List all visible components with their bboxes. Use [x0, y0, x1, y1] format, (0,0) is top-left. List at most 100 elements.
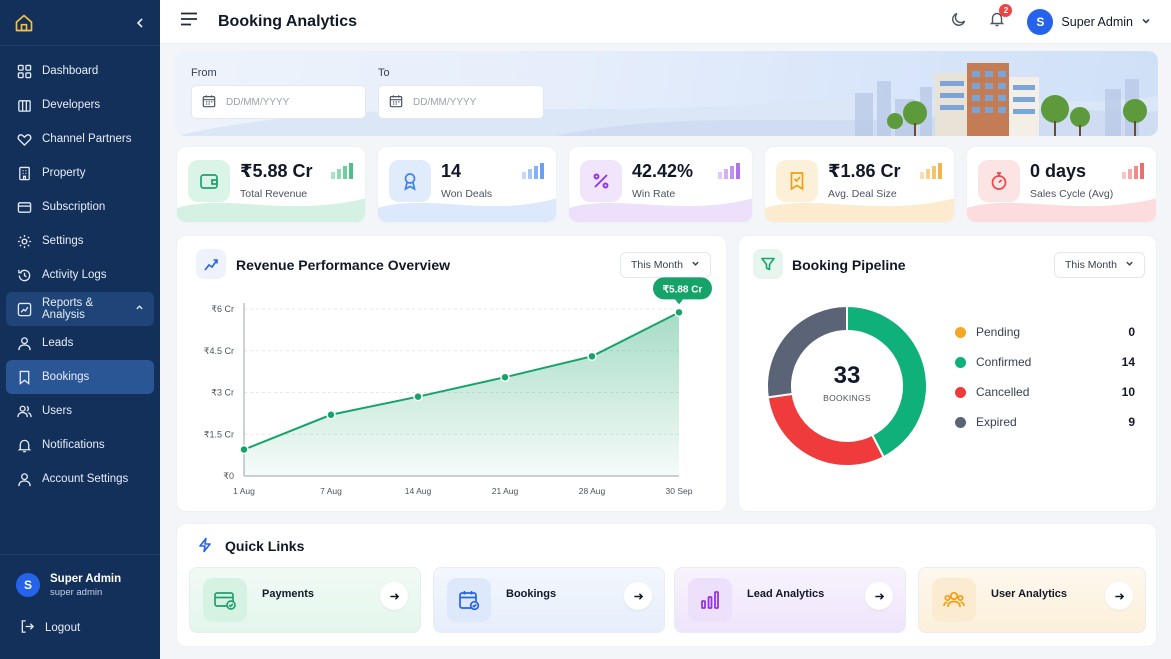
award-icon	[389, 160, 431, 202]
user-menu[interactable]: S Super Admin	[1027, 8, 1151, 35]
revenue-chart: ₹0 ₹1.5 Cr ₹3 Cr ₹4.5 Cr ₹6 Cr 1 Aug 7 Aug 14 A…	[204, 277, 712, 496]
tooltip-pointer	[675, 299, 683, 305]
sidebar-item-account-settings[interactable]: Account Settings	[6, 462, 154, 496]
logout-icon	[20, 619, 35, 637]
funnel-icon	[753, 249, 783, 279]
menu-icon[interactable]	[180, 12, 198, 31]
page-title: Booking Analytics	[218, 12, 357, 30]
sidebar-item-activity-logs[interactable]: Activity Logs	[6, 258, 154, 292]
bar-chart-icon	[718, 163, 740, 179]
sidebar-item-label: Reports & Analysis	[42, 297, 94, 321]
chevron-down-icon	[1141, 15, 1151, 29]
x-tick-label: 21 Aug	[492, 486, 519, 496]
sidebar-footer: S Super Admin super admin Logout	[0, 554, 160, 659]
sidebar-item-label: Developers	[42, 99, 101, 111]
to-date-placeholder: DD/MM/YYYY	[413, 96, 477, 108]
donut-total-label: BOOKINGS	[823, 393, 871, 403]
sidebar-menu: Dashboard Developers Channel Partners Pr…	[0, 46, 160, 496]
kpi-label: Sales Cycle (Avg)	[1030, 188, 1114, 200]
logout-button[interactable]: Logout	[0, 611, 160, 645]
building-icon	[16, 97, 32, 113]
kpi-total-revenue: ₹5.88 Cr Total Revenue	[176, 146, 366, 223]
data-point	[413, 391, 423, 402]
sidebar-item-settings[interactable]: Settings	[6, 224, 154, 258]
revenue-period-select[interactable]: This Month	[620, 252, 711, 278]
sidebar-item-developers[interactable]: Developers	[6, 88, 154, 122]
sidebar-item-subscription[interactable]: Subscription	[6, 190, 154, 224]
x-tick-label: 14 Aug	[405, 486, 432, 496]
kpi-label: Avg. Deal Size	[828, 188, 897, 200]
sidebar-item-label: Settings	[42, 235, 84, 247]
pipeline-period-select[interactable]: This Month	[1054, 252, 1145, 278]
wave-decoration	[177, 198, 365, 222]
sidebar-item-label: Channel Partners	[42, 133, 132, 145]
quick-link-user-analytics[interactable]: User Analytics	[918, 567, 1146, 633]
home-icon[interactable]	[14, 13, 34, 33]
y-tick-label: ₹4.5 Cr	[204, 346, 234, 356]
quick-link-bookings[interactable]: Bookings	[433, 567, 665, 633]
kpi-value: ₹1.86 Cr	[828, 161, 901, 181]
sidebar-item-reports-analysis[interactable]: Reports & Analysis	[6, 292, 154, 326]
collapse-sidebar-icon[interactable]	[134, 17, 146, 29]
chevron-down-icon	[1125, 259, 1134, 271]
tooltip-bubble	[653, 277, 712, 300]
to-date-group: To DD/MM/YYYY	[378, 67, 544, 119]
sidebar-user[interactable]: S Super Admin super admin	[0, 565, 160, 605]
from-date-input[interactable]: DD/MM/YYYY	[191, 85, 366, 119]
wave-decoration	[569, 198, 752, 222]
percent-icon	[580, 160, 622, 202]
users-icon	[16, 403, 32, 419]
legend-value: 0	[1128, 325, 1135, 339]
sidebar-item-channel-partners[interactable]: Channel Partners	[6, 122, 154, 156]
period-label: This Month	[1065, 259, 1117, 271]
legend-value: 10	[1121, 385, 1135, 399]
sidebar-item-label: Account Settings	[42, 473, 129, 485]
pipeline-title: Booking Pipeline	[792, 257, 906, 273]
sidebar-item-label: Notifications	[42, 439, 105, 451]
sidebar-item-label: Leads	[42, 337, 74, 349]
notifications-button[interactable]: 2	[989, 4, 1013, 32]
legend-item-cancelled: Cancelled 10	[955, 385, 1135, 399]
legend-label: Expired	[976, 415, 1017, 429]
quick-link-lead-analytics[interactable]: Lead Analytics	[674, 567, 906, 633]
calendar-icon	[389, 94, 403, 111]
user-role: super admin	[50, 586, 103, 598]
user-name: Super Admin	[1061, 14, 1133, 29]
sidebar-item-label: Activity Logs	[42, 269, 107, 281]
bookmark-icon	[16, 369, 32, 385]
sidebar-item-leads[interactable]: Leads	[6, 326, 154, 360]
top-header: Booking Analytics 2 S Super Admin	[160, 0, 1171, 44]
avatar: S	[1027, 8, 1054, 35]
sidebar-item-users[interactable]: Users	[6, 394, 154, 428]
y-tick-label: ₹3 Cr	[211, 388, 234, 398]
legend-item-expired: Expired 9	[955, 415, 1135, 429]
x-tick-label: 30 Sep	[666, 486, 693, 496]
kpi-label: Won Deals	[441, 188, 493, 200]
arrow-right-icon	[624, 582, 652, 610]
sidebar-item-bookings[interactable]: Bookings	[6, 360, 154, 394]
payment-icon	[203, 578, 247, 622]
quick-link-label: Bookings	[506, 588, 557, 600]
users-icon	[932, 578, 976, 622]
bar-chart-icon	[920, 163, 942, 179]
bar-chart-icon	[688, 578, 732, 622]
sidebar-item-notifications[interactable]: Notifications	[6, 428, 154, 462]
arrow-right-icon	[865, 582, 893, 610]
moon-icon[interactable]	[951, 11, 967, 32]
y-tick-label: ₹1.5 Cr	[204, 429, 234, 439]
kpi-value: 0 days	[1030, 161, 1087, 181]
legend-value: 14	[1121, 355, 1135, 369]
donut-slice-expired	[766, 304, 848, 399]
quick-link-payments[interactable]: Payments	[189, 567, 421, 633]
data-point	[674, 307, 684, 318]
legend-value: 9	[1128, 415, 1135, 429]
tooltip-value: ₹5.88 Cr	[663, 284, 703, 295]
sidebar-item-dashboard[interactable]: Dashboard	[6, 54, 154, 88]
chart-icon	[16, 301, 32, 317]
revenue-title: Revenue Performance Overview	[236, 257, 450, 273]
donut-slice-confirmed	[846, 304, 928, 459]
kpi-label: Total Revenue	[240, 188, 308, 200]
kpi-avg-deal-size: ₹1.86 Cr Avg. Deal Size	[764, 146, 955, 223]
to-date-input[interactable]: DD/MM/YYYY	[378, 85, 544, 119]
sidebar-item-property[interactable]: Property	[6, 156, 154, 190]
